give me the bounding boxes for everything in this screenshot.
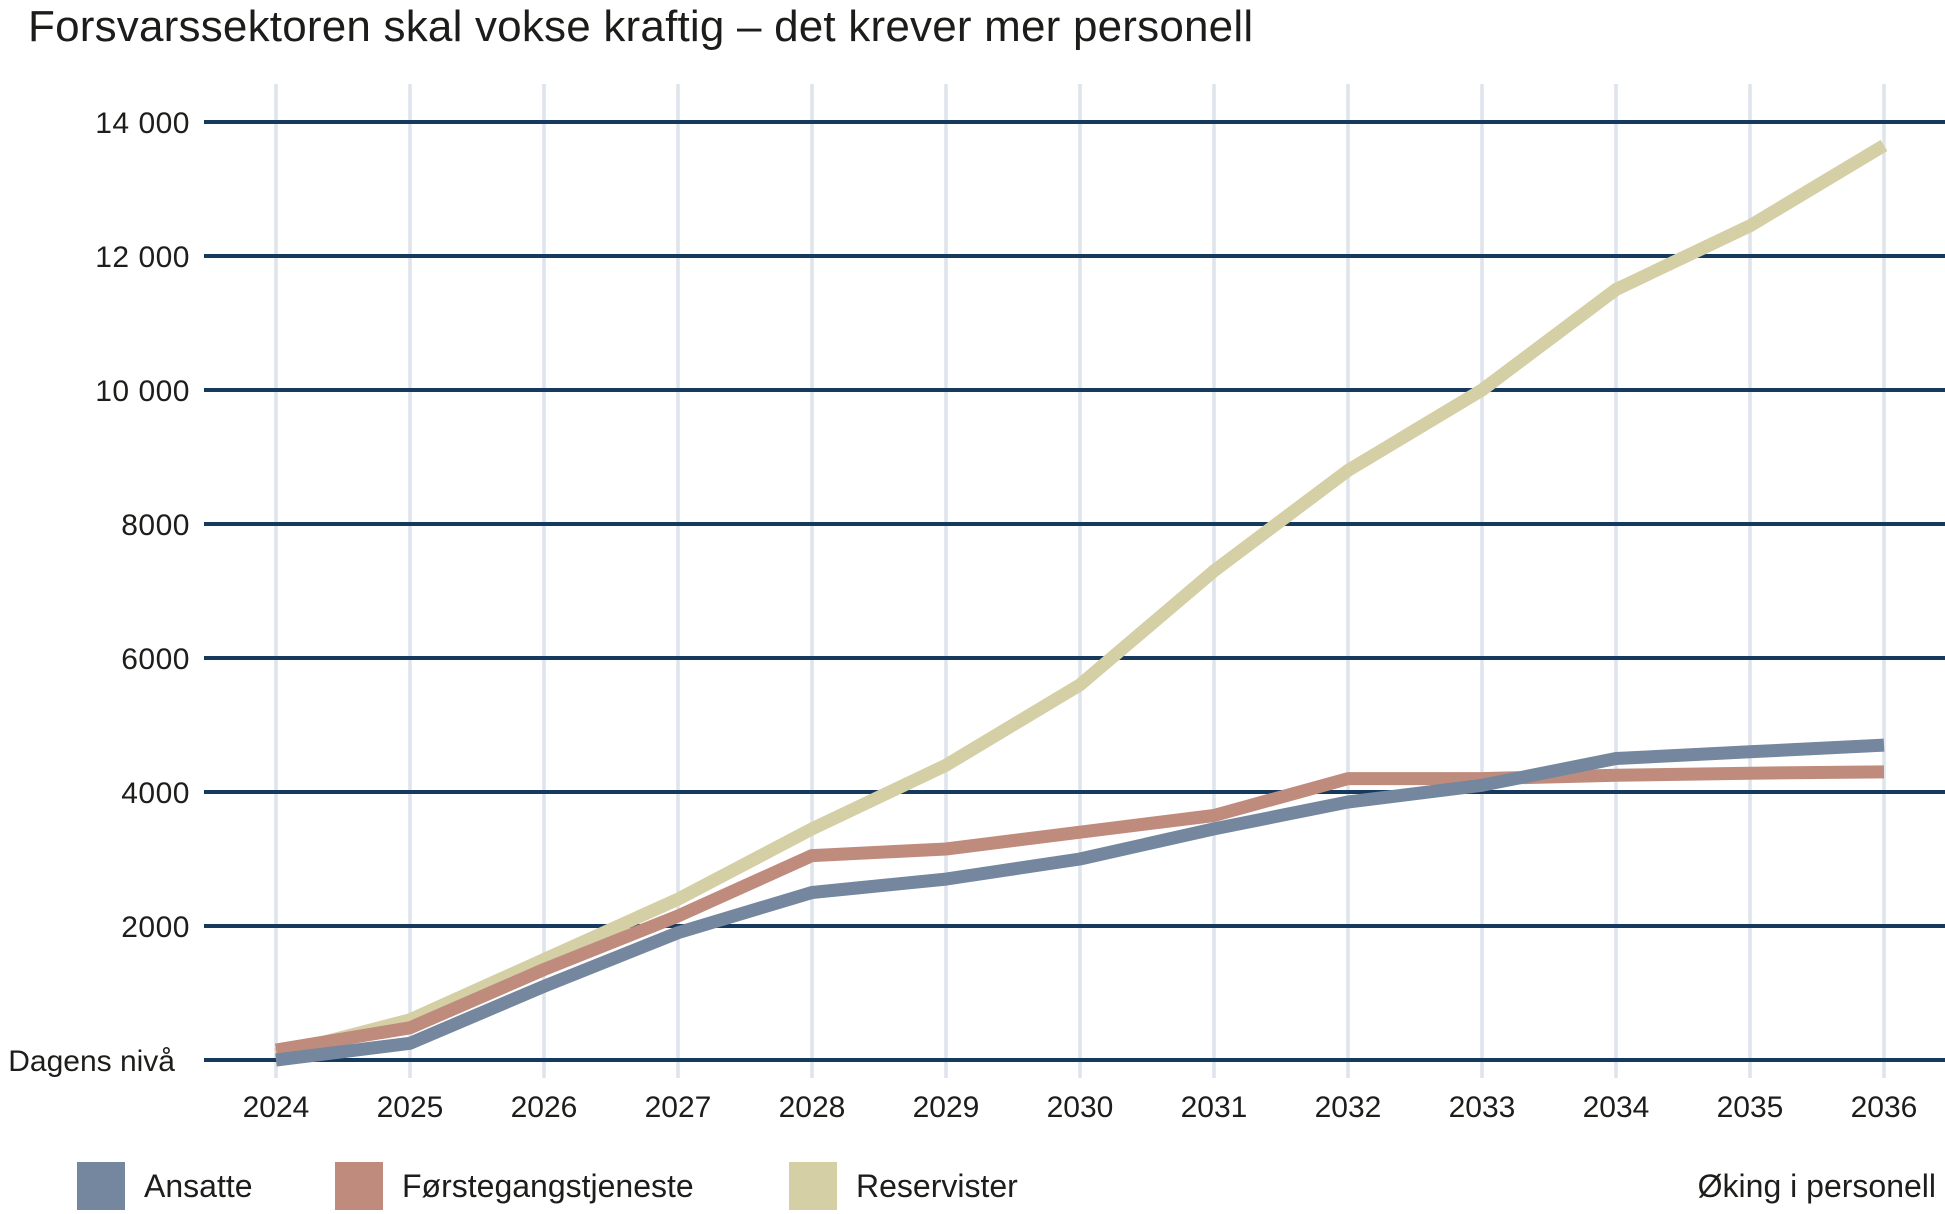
x-axis-tick-label: 2028 [779,1091,846,1124]
y-axis-tick-label: 12 000 [95,241,190,274]
legend-label: Ansatte [144,1167,253,1204]
x-axis-tick-label: 2032 [1315,1091,1382,1124]
chart-title: Forsvarssektoren skal vokse kraftig – de… [28,2,1254,51]
legend-item-ansatte: Ansatte [77,1158,253,1214]
y-axis-tick-label: 6000 [121,643,190,676]
y-axis-tick-label: 8000 [121,509,190,542]
x-axis-tick-label: 2024 [243,1091,310,1124]
forstegangstjeneste-swatch-icon [335,1162,383,1210]
legend-note: Øking i personell [1697,1167,1936,1204]
series-line-f-rstegangstjeneste [274,765,1885,1057]
legend-label: Førstegangstjeneste [402,1167,694,1204]
legend-label: Reservister [856,1167,1018,1204]
ansatte-swatch-icon [77,1162,125,1210]
y-axis-tick-label: 4000 [121,777,190,810]
y-axis-tick-label: 10 000 [95,375,190,408]
series-line-reservister [274,139,1888,1061]
x-axis-tick-label: 2027 [645,1091,712,1124]
legend-item-reservister: Reservister [789,1158,1018,1214]
x-axis-tick-label: 2030 [1047,1091,1114,1124]
y-axis-tick-label: 2000 [121,911,190,944]
series-line-ansatte [275,738,1885,1067]
x-axis-tick-label: 2025 [377,1091,444,1124]
legend-item-forstegangstjeneste: Førstegangstjeneste [335,1158,694,1214]
baseline-label: Dagens nivå [8,1045,175,1078]
x-axis-tick-label: 2031 [1181,1091,1248,1124]
y-axis-tick-label: 14 000 [95,107,190,140]
x-axis-tick-label: 2034 [1583,1091,1650,1124]
x-axis-tick-label: 2033 [1449,1091,1516,1124]
x-axis-tick-label: 2026 [511,1091,578,1124]
reservister-swatch-icon [789,1162,837,1210]
x-axis-tick-label: 2029 [913,1091,980,1124]
x-axis-tick-label: 2035 [1717,1091,1784,1124]
x-axis-tick-label: 2036 [1851,1091,1918,1124]
legend: Ansatte Førstegangstjeneste Reservister … [0,1158,1945,1214]
